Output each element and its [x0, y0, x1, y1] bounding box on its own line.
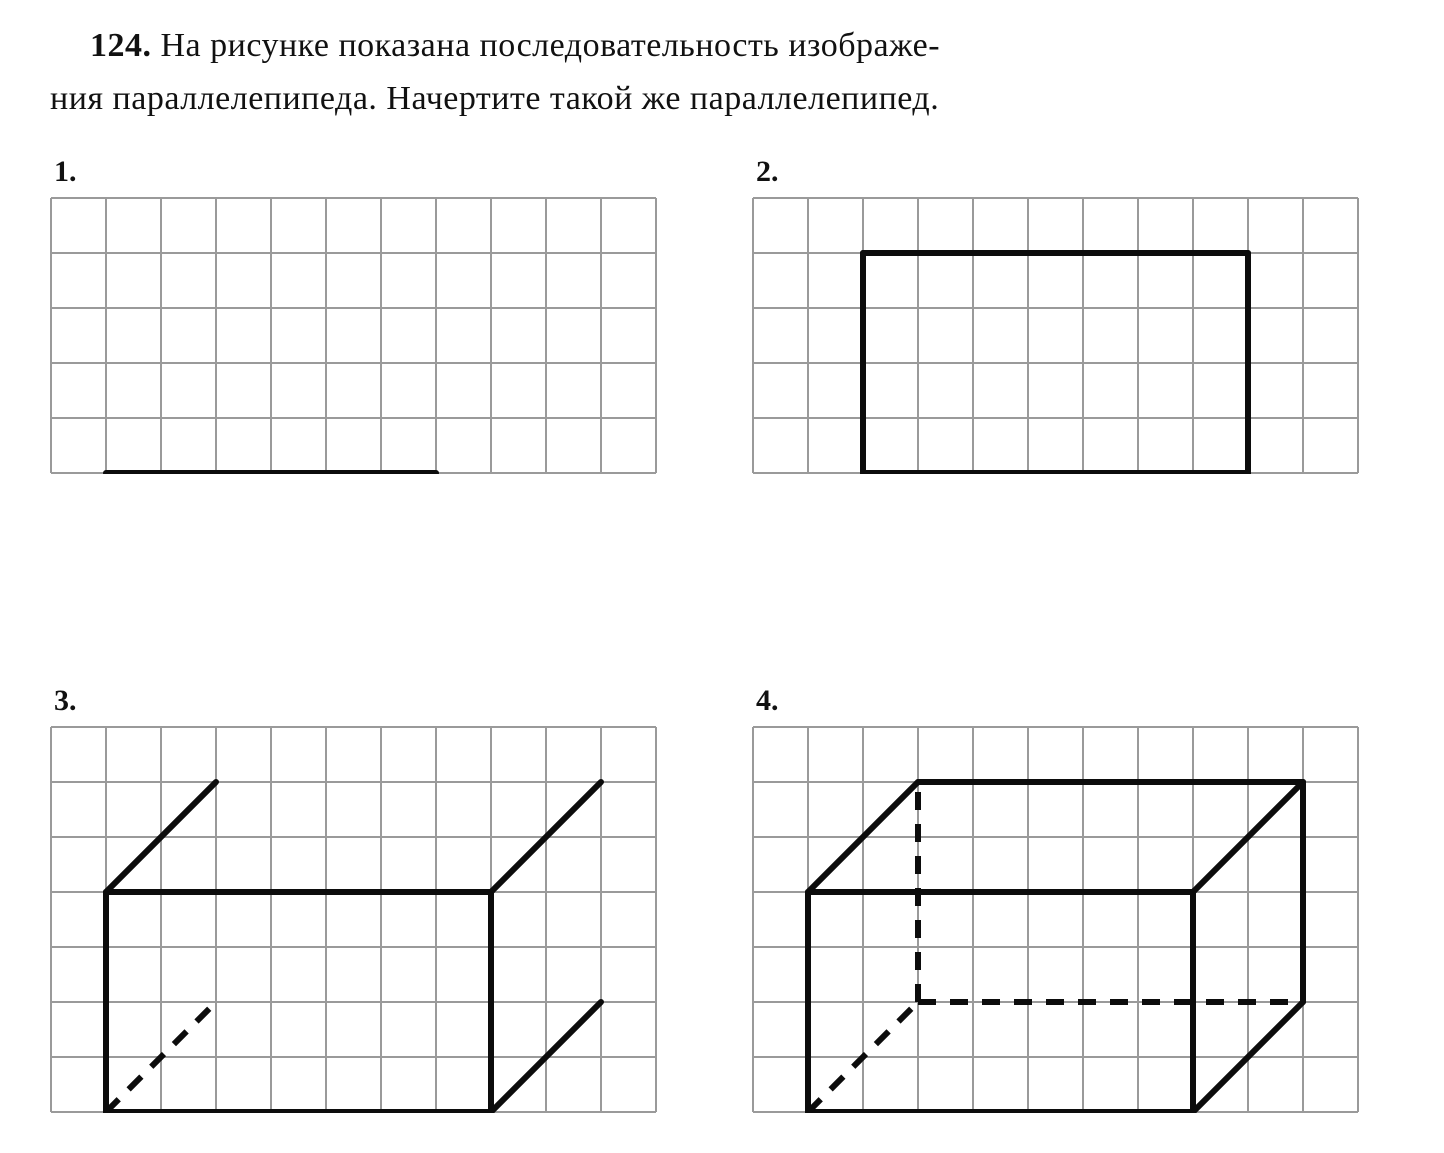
panel-label: 4.	[756, 684, 1394, 718]
grid-diagram	[752, 726, 1359, 1113]
problem-statement: 124. На рисунке показана последовательно…	[50, 20, 1394, 125]
panels-grid: 1. 2. 3. 4.	[50, 145, 1394, 1113]
grid-box	[752, 197, 1394, 474]
grid-box	[752, 726, 1394, 1113]
grid-box	[50, 197, 692, 474]
grid-diagram	[50, 726, 657, 1113]
problem-text-line-1: На рисунке показана последовательность и…	[161, 27, 941, 64]
problem-number: 124.	[90, 27, 152, 64]
grid-diagram	[50, 197, 657, 474]
panel-4: 4.	[752, 684, 1394, 1113]
grid-diagram	[752, 197, 1359, 474]
problem-text-line-2: ния параллелепипеда. Начертите такой же …	[50, 80, 939, 117]
panel-1: 1.	[50, 155, 692, 584]
panel-3: 3.	[50, 684, 692, 1113]
page: 124. На рисунке показана последовательно…	[0, 0, 1444, 1153]
panel-label: 1.	[54, 155, 692, 189]
panel-2: 2.	[752, 155, 1394, 584]
panel-label: 2.	[756, 155, 1394, 189]
panel-label: 3.	[54, 684, 692, 718]
grid-box	[50, 726, 692, 1113]
